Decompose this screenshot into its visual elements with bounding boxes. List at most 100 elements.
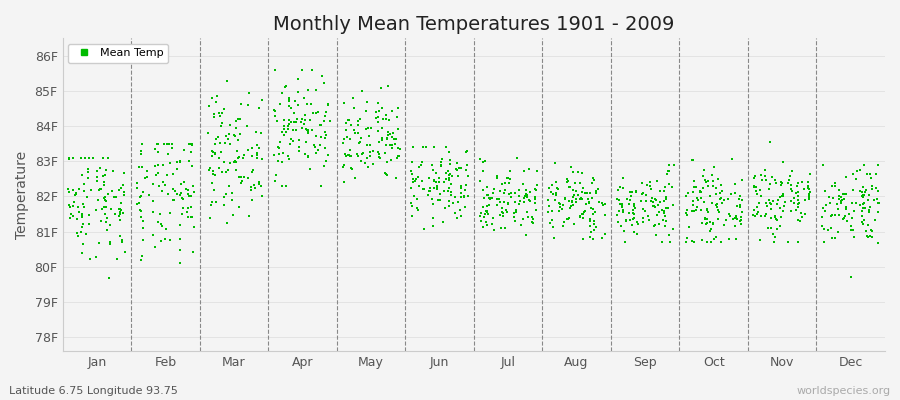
Point <box>556 218 571 225</box>
Point <box>245 153 259 159</box>
Point <box>574 188 589 195</box>
Point <box>151 219 166 226</box>
Point <box>230 148 245 154</box>
Point <box>824 183 839 189</box>
Point <box>422 188 436 194</box>
Point <box>711 216 725 223</box>
Point <box>500 175 514 182</box>
Point <box>862 209 877 216</box>
Point <box>284 136 298 142</box>
Point <box>852 167 867 174</box>
Point <box>457 194 472 200</box>
Point <box>173 222 187 228</box>
Point <box>148 163 162 170</box>
Point <box>698 199 712 206</box>
Point <box>374 105 389 112</box>
Point <box>291 89 305 96</box>
Point <box>206 170 220 177</box>
Point <box>528 196 543 202</box>
Point <box>233 131 248 137</box>
Point <box>577 209 591 215</box>
Point <box>99 203 113 210</box>
Point <box>770 201 784 207</box>
Point <box>286 138 301 144</box>
Point <box>727 223 742 230</box>
Point <box>523 198 537 204</box>
Point <box>172 260 186 266</box>
Point <box>783 173 797 179</box>
Point <box>343 152 357 159</box>
Point <box>207 111 221 117</box>
Point <box>214 123 229 129</box>
Point <box>783 208 797 214</box>
Point <box>130 201 144 208</box>
Point <box>512 193 526 199</box>
Point <box>94 218 108 224</box>
Point <box>685 157 699 163</box>
Point <box>495 181 509 187</box>
Point <box>746 212 760 218</box>
Point <box>575 185 590 191</box>
Point <box>860 228 874 234</box>
Point <box>309 132 323 139</box>
Point <box>184 140 199 147</box>
Point <box>750 203 764 210</box>
Point <box>89 254 104 260</box>
Point <box>832 196 847 202</box>
Point <box>323 118 338 124</box>
Point <box>312 142 327 148</box>
Point <box>212 110 226 117</box>
Point <box>274 129 289 136</box>
Point <box>560 179 574 185</box>
Point <box>584 180 598 187</box>
Point <box>490 196 504 202</box>
Point <box>80 166 94 172</box>
Point <box>832 187 846 194</box>
Point <box>291 102 305 108</box>
Point <box>598 212 612 218</box>
Point <box>90 168 104 174</box>
Point <box>151 149 166 156</box>
Point <box>657 184 671 190</box>
Point <box>361 125 375 132</box>
Point <box>869 196 884 202</box>
Point <box>74 155 88 161</box>
Point <box>838 174 852 181</box>
Point <box>586 210 600 217</box>
Point <box>612 196 626 203</box>
Point <box>301 86 315 93</box>
Point <box>582 234 597 240</box>
Point <box>97 195 112 201</box>
Point <box>68 191 83 197</box>
Point <box>246 166 260 173</box>
Point <box>419 144 434 150</box>
Point <box>231 204 246 210</box>
Point <box>112 232 127 239</box>
Point <box>788 189 803 196</box>
Point <box>552 208 566 214</box>
Point <box>492 196 507 202</box>
Point <box>856 201 870 207</box>
Point <box>382 131 397 137</box>
Point <box>586 218 600 224</box>
Point <box>782 176 796 183</box>
Point <box>784 186 798 192</box>
Point <box>390 155 404 161</box>
Point <box>503 176 517 182</box>
Point <box>226 212 240 218</box>
Point <box>284 118 298 125</box>
Point <box>525 214 539 220</box>
Point <box>75 214 89 220</box>
Point <box>862 206 877 213</box>
Point <box>560 179 574 185</box>
Point <box>700 220 715 226</box>
Point <box>658 222 672 229</box>
Point <box>151 170 166 176</box>
Point <box>231 154 246 161</box>
Point <box>214 149 229 156</box>
Point <box>785 168 799 174</box>
Point <box>441 172 455 178</box>
Point <box>422 175 436 181</box>
Point <box>84 187 98 193</box>
Point <box>237 174 251 180</box>
